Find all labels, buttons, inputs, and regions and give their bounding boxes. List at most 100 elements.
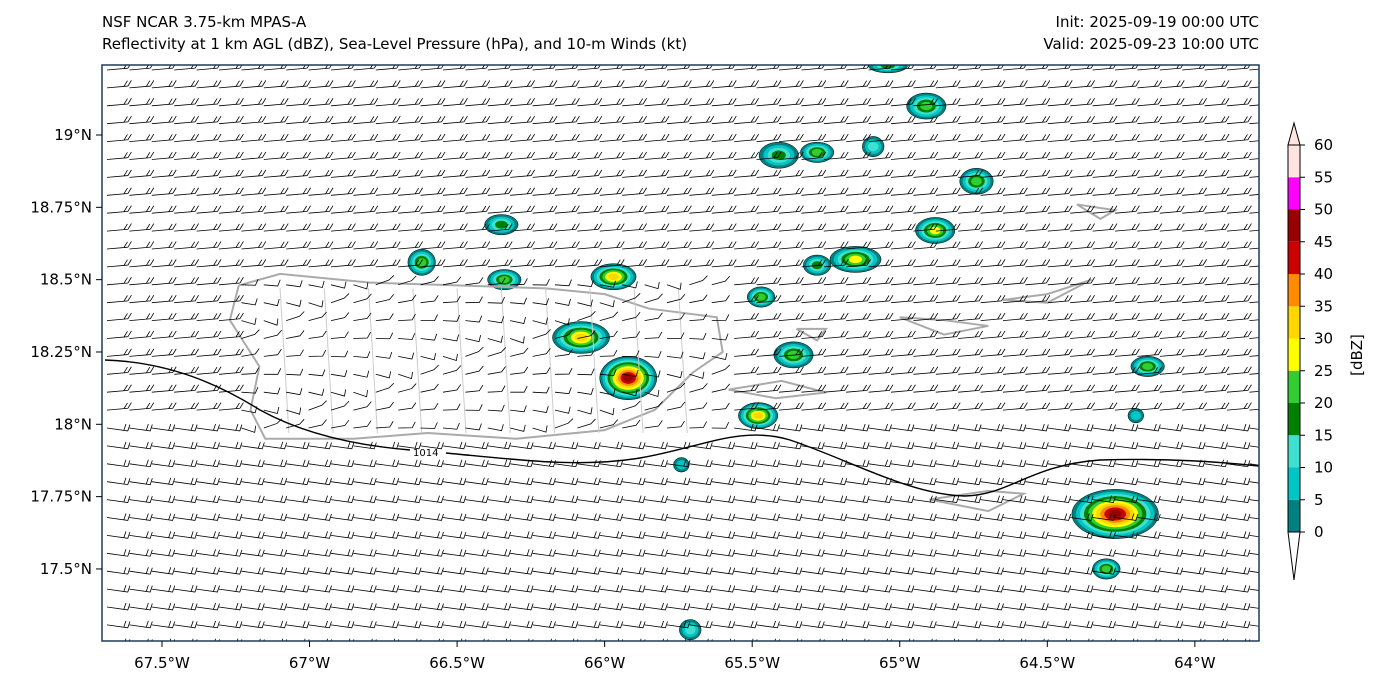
wind-barb [129,495,153,503]
wind-barb [644,389,660,398]
wind-barb [442,295,461,304]
wind-barb [1159,312,1185,321]
wind-barb [577,531,601,539]
wind-barb [644,115,670,125]
wind-barb [599,620,624,629]
wind-barb [398,259,423,268]
wind-barb [1002,584,1027,593]
wind-barb [129,584,153,593]
wind-barb [756,80,782,89]
wind-barb [420,549,444,557]
wind-barb [998,638,1004,641]
wind-barb [846,133,871,142]
wind-barb [801,312,827,321]
wind-barb [890,133,916,142]
wind-barb [958,312,983,321]
wind-barb [106,477,131,486]
wind-barb [1070,584,1094,593]
x-tick-label: 67.5°W [134,654,190,672]
wind-barb [1204,531,1228,539]
wind-barb [1137,423,1161,432]
wind-barb [1159,384,1185,393]
wind-barb [868,584,892,593]
wind-barb [510,151,535,160]
wind-barb [1249,194,1259,196]
wind-barb [308,223,334,232]
colorbar-segment [1288,209,1300,242]
wind-barb [801,620,825,629]
wind-barb [510,316,526,324]
wind-barb [263,549,288,557]
wind-barb [1204,169,1230,178]
wind-barb [756,423,780,432]
wind-barb [398,115,423,125]
wind-barb [353,293,372,304]
wind-barb [711,259,737,268]
wind-barb [1025,366,1051,375]
wind-barb [640,638,646,641]
wind-barb [980,384,1006,393]
wind-barb [1002,277,1028,286]
wind-barb [1182,205,1207,214]
wind-barb [398,151,423,160]
wind-barb [599,187,625,196]
wind-barb [711,295,730,304]
wind-barb [286,620,310,629]
wind-barb [734,80,759,89]
wind-barb [1070,312,1095,321]
wind-barb [330,602,355,611]
wind-barb [218,330,244,339]
wind-barb [308,419,327,429]
wind-barb [151,330,177,339]
wind-barb [1092,477,1116,486]
wind-barb [196,423,220,432]
wind-barb [1092,330,1118,339]
wind-barb [510,98,535,107]
wind-barb [106,459,131,468]
wind-barb [1025,620,1049,629]
wind-barb [644,441,668,450]
wind-barb [577,205,603,214]
wind-barb [442,422,460,430]
wind-barb [711,275,731,286]
x-tick-label: 65°W [879,654,921,672]
wind-barb [1249,445,1259,448]
wind-barb [1137,531,1161,539]
wind-barb [1137,495,1161,503]
wind-barb [622,259,647,268]
wind-barb [442,115,468,125]
wind-barb [980,549,1004,557]
wind-barb [890,495,915,503]
wind-barb [510,441,534,450]
wind-barb [823,348,849,357]
wind-barb [151,513,176,521]
wind-barb [819,638,825,641]
wind-barb [577,549,601,557]
wind-barb [711,223,737,232]
wind-barb [801,169,827,178]
wind-barb [442,403,461,411]
wind-barb [801,402,827,411]
wind-barb [756,567,780,575]
wind-barb [801,423,825,432]
wind-barb [326,638,332,641]
wind-barb [1204,151,1230,160]
wind-barb [1204,620,1228,629]
wind-barb [1114,330,1140,339]
wind-barb [868,330,894,339]
wind-barb [1182,259,1207,268]
wind-barb [1114,602,1139,611]
wind-barb [756,151,782,160]
wind-barb [420,441,444,450]
wind-barb [1092,495,1116,503]
wind-barb [308,115,334,125]
wind-barb [129,348,155,357]
wind-barb [913,259,939,268]
wind-barb [330,223,356,232]
wind-barb [375,259,401,268]
wind-barb [420,98,446,107]
wind-barb [330,241,356,250]
wind-barb [778,459,803,468]
wind-barb [756,531,780,539]
wind-barb [1047,567,1072,575]
